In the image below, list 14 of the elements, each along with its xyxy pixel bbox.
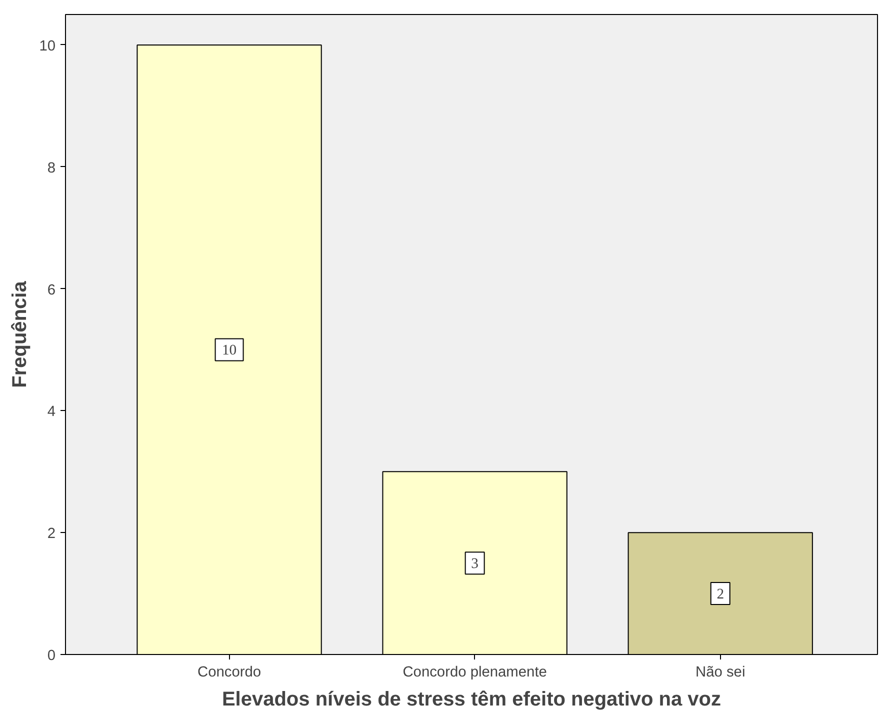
- y-tick-label: 10: [39, 38, 56, 54]
- y-tick-label: 4: [47, 404, 56, 420]
- y-tick-label: 2: [47, 526, 56, 542]
- y-tick-label: 8: [47, 160, 56, 176]
- x-tick-label: Concordo: [198, 664, 262, 680]
- y-tick-label: 0: [47, 648, 56, 664]
- x-tick-label: Não sei: [696, 664, 746, 680]
- data-label: 2: [716, 586, 724, 603]
- x-axis-title: Elevados níveis de stress têm efeito negativo na voz: [222, 688, 722, 710]
- data-label: 3: [471, 556, 478, 572]
- y-tick-label: 6: [47, 282, 56, 298]
- x-tick-label: Concordo plenamente: [402, 664, 547, 680]
- y-axis-title: Frequência: [9, 280, 32, 388]
- data-label: 10: [222, 342, 237, 359]
